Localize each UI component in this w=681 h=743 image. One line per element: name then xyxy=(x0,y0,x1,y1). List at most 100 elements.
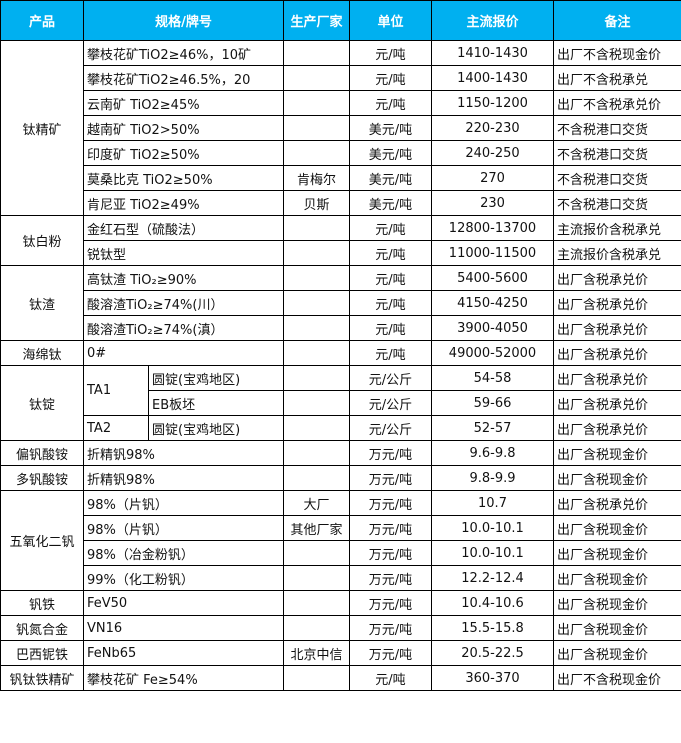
note-cell: 出厂不含税现金价 xyxy=(553,40,681,66)
maker-cell xyxy=(283,40,350,66)
note-cell: 出厂含税现金价 xyxy=(553,440,681,466)
unit-cell: 元/公斤 xyxy=(349,415,432,441)
table-row: 越南矿 TiO2>50% 美元/吨 220-230 不含税港口交货 xyxy=(1,115,681,141)
table-row: 五氧化二钒 98%（片钒） 大厂 万元/吨 10.7 出厂含税承兑价 xyxy=(0,490,681,591)
spec-cell: 金红石型（硫酸法） xyxy=(83,215,284,241)
header-note: 备注 xyxy=(553,0,681,41)
spec-cell: 高钛渣 TiO₂≥90% xyxy=(83,265,284,291)
note-cell: 出厂含税现金价 xyxy=(553,465,681,491)
spec-cell: 98%（冶金粉钒） xyxy=(83,540,284,566)
maker-cell xyxy=(283,115,350,141)
spec-cell: 越南矿 TiO2>50% xyxy=(83,115,284,141)
product-cell: 海绵钛 xyxy=(0,340,84,366)
header-price: 主流报价 xyxy=(431,0,554,41)
table-row: 钛锭 TA1 圆锭(宝鸡地区) 元/公斤 54-58 出厂含税承兑价 xyxy=(0,365,681,441)
unit-cell: 元/公斤 xyxy=(349,390,432,416)
product-cell: 钛精矿 xyxy=(0,40,84,216)
maker-cell xyxy=(283,590,350,616)
header-spec: 规格/牌号 xyxy=(83,0,284,41)
table-row: 98%（片钒） 其他厂家 万元/吨 10.0-10.1 出厂含税现金价 xyxy=(1,515,681,541)
price-table: 产品 规格/牌号 生产厂家 单位 主流报价 备注 钛精矿 攀枝花矿TiO2≥46%… xyxy=(0,0,681,691)
grade-cell: TA2 xyxy=(83,415,149,441)
unit-cell: 美元/吨 xyxy=(349,115,432,141)
table-row: 钒氮合金 VN16 万元/吨 15.5-15.8 出厂含税现金价 xyxy=(0,615,681,641)
table-row: 98%（冶金粉钒） 万元/吨 10.0-10.1 出厂含税现金价 xyxy=(1,540,681,566)
table-row: TA2 圆锭(宝鸡地区) 元/公斤 52-57 出厂含税承兑价 xyxy=(1,415,681,441)
table-row: 酸溶渣TiO₂≥74%(滇） 元/吨 3900-4050 出厂含税承兑价 xyxy=(1,315,681,341)
price-cell: 10.7 xyxy=(431,490,554,516)
unit-cell: 万元/吨 xyxy=(349,565,432,591)
price-cell: 270 xyxy=(431,165,554,191)
price-cell: 5400-5600 xyxy=(431,265,554,291)
header-unit: 单位 xyxy=(349,0,432,41)
spec-cell: 云南矿 TiO2≥45% xyxy=(83,90,284,116)
table-row: 锐钛型 元/吨 11000-11500 主流报价含税承兑 xyxy=(1,240,681,266)
unit-cell: 万元/吨 xyxy=(349,540,432,566)
note-cell: 出厂不含税承兑 xyxy=(553,65,681,91)
unit-cell: 元/吨 xyxy=(349,90,432,116)
table-row: 钛精矿 攀枝花矿TiO2≥46%，10矿 元/吨 1410-1430 出厂不含税现金价 xyxy=(0,40,681,216)
product-cell: 多钒酸铵 xyxy=(0,465,84,491)
product-cell: 偏钒酸铵 xyxy=(0,440,84,466)
note-cell: 出厂含税承兑价 xyxy=(553,340,681,366)
table-row: 钛渣 高钛渣 TiO₂≥90% 元/吨 5400-5600 出厂含税承兑价 xyxy=(0,265,681,341)
table-row: 莫桑比克 TiO2≥50% 肯梅尔 美元/吨 270 不含税港口交货 xyxy=(1,165,681,191)
price-cell: 360-370 xyxy=(431,665,554,691)
maker-cell xyxy=(283,290,350,316)
maker-cell xyxy=(283,140,350,166)
table-row: 钒钛铁精矿 攀枝花矿 Fe≥54% 元/吨 360-370 出厂不含税现金价 xyxy=(0,665,681,691)
note-cell: 出厂含税承兑价 xyxy=(553,390,681,416)
note-cell: 出厂含税承兑价 xyxy=(553,265,681,291)
price-cell: 20.5-22.5 xyxy=(431,640,554,666)
spec-cell: 圆锭(宝鸡地区) xyxy=(148,365,284,391)
price-cell: 59-66 xyxy=(431,390,554,416)
product-cell: 钒氮合金 xyxy=(0,615,84,641)
price-cell: 12800-13700 xyxy=(431,215,554,241)
product-cell: 钛白粉 xyxy=(0,215,84,266)
table-row: 偏钒酸铵 折精钒98% 万元/吨 9.6-9.8 出厂含税现金价 xyxy=(0,440,681,466)
spec-cell: EB板坯 xyxy=(148,390,284,416)
maker-cell xyxy=(283,365,350,391)
unit-cell: 元/吨 xyxy=(349,215,432,241)
unit-cell: 元/吨 xyxy=(349,265,432,291)
unit-cell: 万元/吨 xyxy=(349,515,432,541)
note-cell: 主流报价含税承兑 xyxy=(553,215,681,241)
maker-cell: 贝斯 xyxy=(283,190,350,216)
spec-cell: 99%（化工粉钒） xyxy=(83,565,284,591)
maker-cell: 肯梅尔 xyxy=(283,165,350,191)
unit-cell: 美元/吨 xyxy=(349,190,432,216)
maker-cell xyxy=(283,440,350,466)
maker-cell xyxy=(283,215,350,241)
price-cell: 10.0-10.1 xyxy=(431,540,554,566)
table-row: 钛白粉 金红石型（硫酸法） 元/吨 12800-13700 主流报价含税承兑 xyxy=(0,215,681,266)
price-cell: 1410-1430 xyxy=(431,40,554,66)
note-cell: 不含税港口交货 xyxy=(553,140,681,166)
unit-cell: 美元/吨 xyxy=(349,165,432,191)
price-cell: 10.4-10.6 xyxy=(431,590,554,616)
spec-cell: 酸溶渣TiO₂≥74%(川） xyxy=(83,290,284,316)
table-row: 99%（化工粉钒） 万元/吨 12.2-12.4 出厂含税现金价 xyxy=(1,565,681,591)
spec-cell: 攀枝花矿TiO2≥46.5%，20 xyxy=(83,65,284,91)
spec-cell: VN16 xyxy=(83,615,284,641)
price-cell: 4150-4250 xyxy=(431,290,554,316)
price-cell: 15.5-15.8 xyxy=(431,615,554,641)
note-cell: 出厂含税现金价 xyxy=(553,565,681,591)
maker-cell xyxy=(283,340,350,366)
note-cell: 出厂含税现金价 xyxy=(553,615,681,641)
maker-cell xyxy=(283,540,350,566)
maker-cell xyxy=(283,415,350,441)
note-cell: 出厂含税承兑价 xyxy=(553,490,681,516)
maker-cell xyxy=(283,65,350,91)
unit-cell: 万元/吨 xyxy=(349,465,432,491)
unit-cell: 元/吨 xyxy=(349,290,432,316)
header-maker: 生产厂家 xyxy=(283,0,350,41)
note-cell: 出厂含税现金价 xyxy=(553,640,681,666)
unit-cell: 元/公斤 xyxy=(349,365,432,391)
table-row: 多钒酸铵 折精钒98% 万元/吨 9.8-9.9 出厂含税现金价 xyxy=(0,465,681,491)
price-cell: 1400-1430 xyxy=(431,65,554,91)
note-cell: 出厂含税承兑价 xyxy=(553,365,681,391)
unit-cell: 元/吨 xyxy=(349,665,432,691)
table-row: 攀枝花矿TiO2≥46.5%，20 元/吨 1400-1430 出厂不含税承兑 xyxy=(1,65,681,91)
price-cell: 49000-52000 xyxy=(431,340,554,366)
product-cell: 巴西铌铁 xyxy=(0,640,84,666)
